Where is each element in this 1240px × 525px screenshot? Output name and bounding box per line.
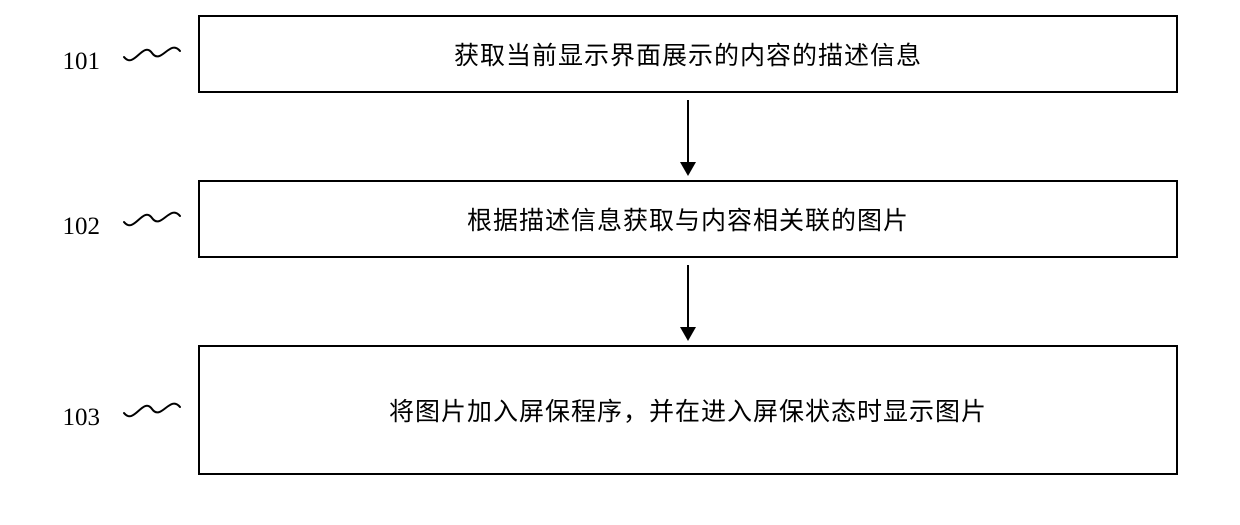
- step-text-103: 将图片加入屏保程序，并在进入屏保状态时显示图片: [389, 392, 987, 428]
- step-label-101: 101: [40, 48, 100, 76]
- flowchart-canvas: 101 获取当前显示界面展示的内容的描述信息 102 根据描述信息获取与内容相关联的图…: [0, 0, 1240, 525]
- step-label-103: 103: [40, 404, 100, 432]
- step-connector-101: [122, 38, 182, 68]
- step-box-101: 获取当前显示界面展示的内容的描述信息: [198, 15, 1178, 93]
- step-text-101: 获取当前显示界面展示的内容的描述信息: [454, 36, 922, 72]
- step-text-102: 根据描述信息获取与内容相关联的图片: [467, 201, 909, 237]
- step-connector-102: [122, 203, 182, 233]
- step-label-102: 102: [40, 213, 100, 241]
- arrow-102-to-103: [676, 263, 700, 343]
- step-box-103: 将图片加入屏保程序，并在进入屏保状态时显示图片: [198, 345, 1178, 475]
- arrow-101-to-102: [676, 98, 700, 178]
- step-box-102: 根据描述信息获取与内容相关联的图片: [198, 180, 1178, 258]
- step-connector-103: [122, 394, 182, 424]
